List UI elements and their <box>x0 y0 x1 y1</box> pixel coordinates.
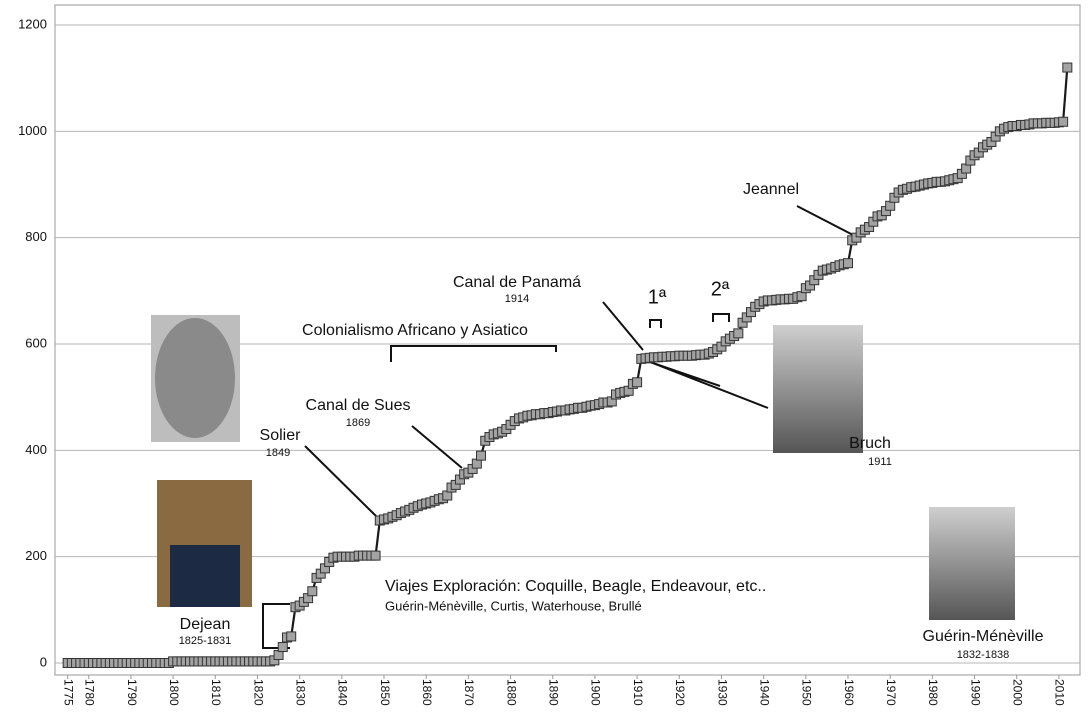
x-tick-label: 1870 <box>462 679 476 706</box>
annotation: Guérin-Ménèville <box>923 628 1044 645</box>
annotation-sub: 1849 <box>266 447 290 459</box>
chart: 0 200 400 600 800 1000 1200 1775 1780 1790 1800 181… <box>0 0 1091 720</box>
data-point <box>633 378 642 387</box>
annotation: Bruch <box>849 435 891 452</box>
data-point <box>371 551 380 560</box>
data-point <box>308 587 317 596</box>
portrait-figure <box>155 318 235 438</box>
x-tick-label: 1940 <box>757 679 771 706</box>
annotation-sub: 1911 <box>868 456 892 468</box>
x-tick-label: 1920 <box>673 679 687 706</box>
y-tick-label: 600 <box>25 335 47 350</box>
x-tick-label: 1910 <box>631 679 645 706</box>
data-point <box>278 643 287 652</box>
y-tick-label: 200 <box>25 548 47 563</box>
x-tick-label: 1830 <box>293 679 307 706</box>
annotation-sub: 1832-1838 <box>957 649 1010 661</box>
x-tick-label: 1800 <box>167 679 181 706</box>
annotation: Dejean <box>180 616 231 633</box>
x-tick-label: 1970 <box>884 679 898 706</box>
x-tick-label: 1900 <box>589 679 603 706</box>
y-tick-label: 800 <box>25 229 47 244</box>
x-tick-label: 1930 <box>715 679 729 706</box>
x-tick-label: 1890 <box>547 679 561 706</box>
data-point <box>477 451 486 460</box>
annotation: Viajes Exploración: Coquille, Beagle, En… <box>385 578 766 595</box>
annotation-sub: 1825-1831 <box>179 635 232 647</box>
annotation: Colonialismo Africano y Asiatico <box>302 322 528 339</box>
y-tick-label: 0 <box>40 654 47 669</box>
portrait <box>929 507 1015 620</box>
x-tick-label: 1860 <box>420 679 434 706</box>
x-tick-label: 1780 <box>83 679 97 706</box>
data-point <box>844 259 853 268</box>
x-tick-label: 1960 <box>842 679 856 706</box>
x-tick-label: 2000 <box>1011 679 1025 706</box>
annotation: Canal de Sues <box>306 397 411 414</box>
data-point <box>287 632 296 641</box>
x-tick-label: 1820 <box>251 679 265 706</box>
annotation: Solier <box>260 427 302 444</box>
x-tick-label: 1880 <box>504 679 518 706</box>
annotation: Guérin-Ménèville, Curtis, Waterhouse, Br… <box>385 598 642 613</box>
portrait <box>773 325 863 453</box>
x-tick-label: 1810 <box>209 679 223 706</box>
annotation-sub: 1914 <box>505 293 529 305</box>
x-tick-label: 1840 <box>336 679 350 706</box>
data-point <box>1059 117 1068 126</box>
annotation: 1ª <box>648 286 667 308</box>
y-tick-label: 400 <box>25 442 47 457</box>
annotation: Canal de Panamá <box>453 274 581 291</box>
x-tick-label: 1850 <box>378 679 392 706</box>
x-tick-label: 1950 <box>800 679 814 706</box>
x-tick-label: 1990 <box>968 679 982 706</box>
y-tick-label: 1000 <box>18 123 47 138</box>
x-tick-label: 1775 <box>61 679 75 706</box>
x-tick-label: 1790 <box>125 679 139 706</box>
annotation: Jeannel <box>743 181 799 198</box>
data-point <box>734 329 743 338</box>
annotation: 2ª <box>711 278 730 300</box>
data-point <box>1063 63 1072 72</box>
x-tick-label: 2010 <box>1053 679 1067 706</box>
annotation-sub: 1869 <box>346 417 370 429</box>
y-tick-label: 1200 <box>18 16 47 31</box>
x-tick-label: 1980 <box>926 679 940 706</box>
portrait-figure <box>170 545 240 607</box>
